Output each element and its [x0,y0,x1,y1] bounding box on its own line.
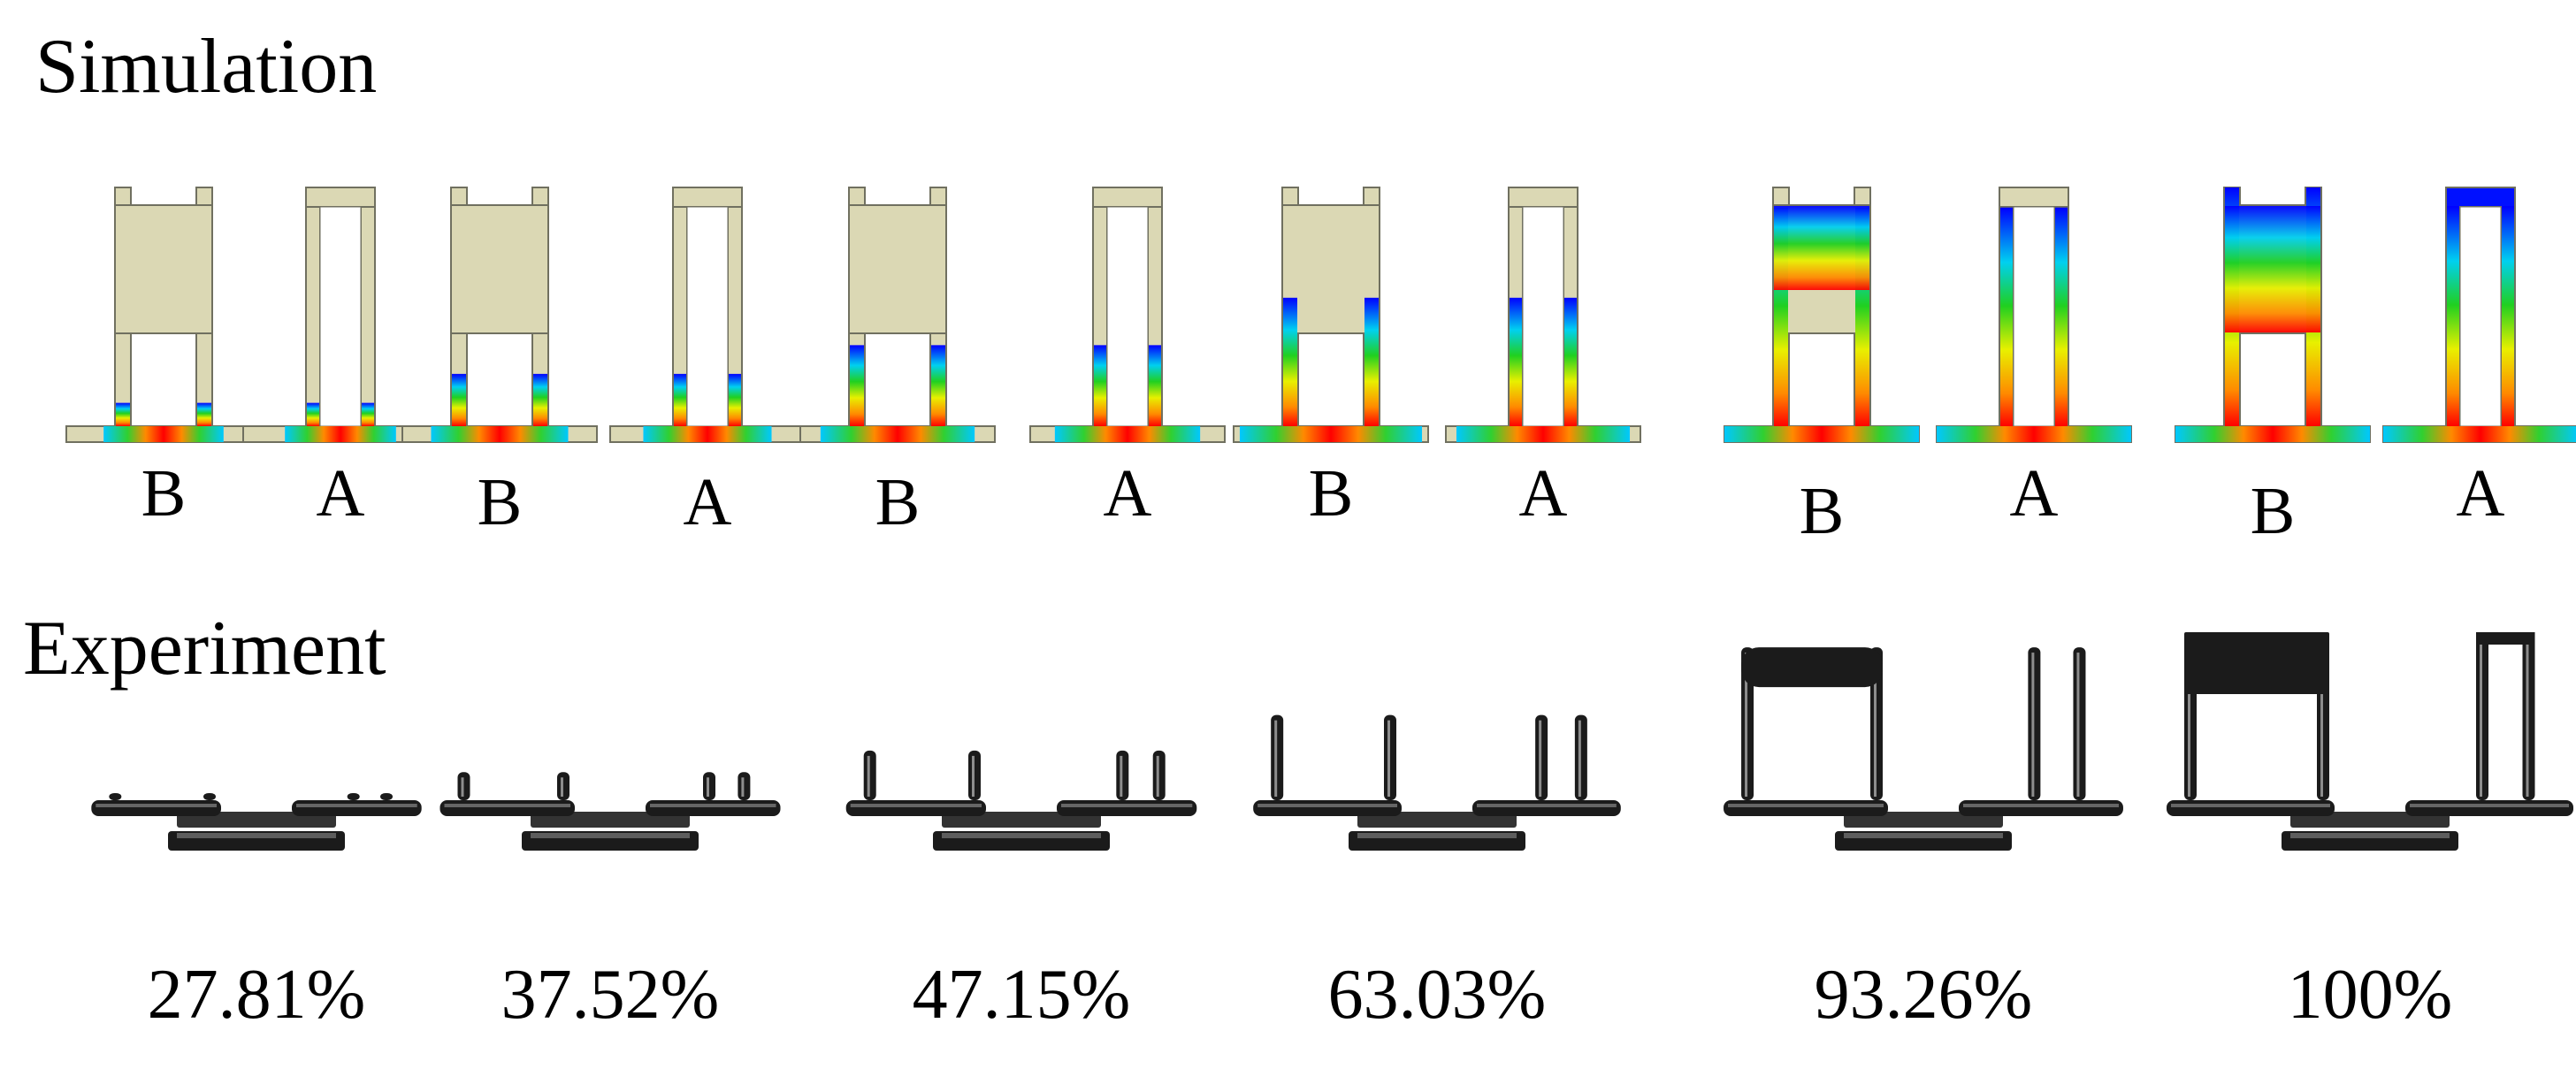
experiment-title: Experiment [23,606,386,691]
sim-part-b [2175,187,2371,443]
sim-part-b [799,187,996,443]
experiment-photo [440,772,781,851]
fill-percentage: 47.15% [912,956,1131,1034]
sim-part-b [65,187,262,443]
sim-part-a [1445,187,1641,443]
sim-part-a [1936,187,2132,443]
experiment-photo [845,750,1197,851]
label-a: A [2456,456,2505,531]
label-a: A [2009,456,2059,531]
fill-percentage: 63.03% [1327,956,1547,1034]
sim-part-b [1233,187,1429,443]
fill-percentage: 27.81% [147,956,366,1034]
label-a: A [1518,456,1568,531]
fill-percentage: 93.26% [1814,956,2033,1034]
experiment-photo [1724,647,2123,851]
sim-part-b [401,187,598,443]
label-b: B [1308,456,1354,531]
experiment-photo [91,793,422,851]
label-b: B [875,465,921,539]
simulation-title: Simulation [35,24,378,110]
experiment-photo [1253,714,1621,851]
label-b: B [1799,474,1845,548]
experiment-photo [2167,632,2573,851]
label-a: A [1103,456,1152,531]
sim-part-a [609,187,806,443]
label-b: B [477,465,523,539]
sim-part-a [242,187,439,443]
label-a: A [683,465,732,539]
fill-percentage: 37.52% [501,956,720,1034]
sim-part-b [1724,187,1920,443]
sim-part-a [1029,187,1226,443]
label-a: A [316,456,365,531]
label-b: B [141,456,187,531]
sim-part-a [2382,187,2576,443]
label-b: B [2250,474,2296,548]
fill-percentage: 100% [2287,956,2453,1034]
